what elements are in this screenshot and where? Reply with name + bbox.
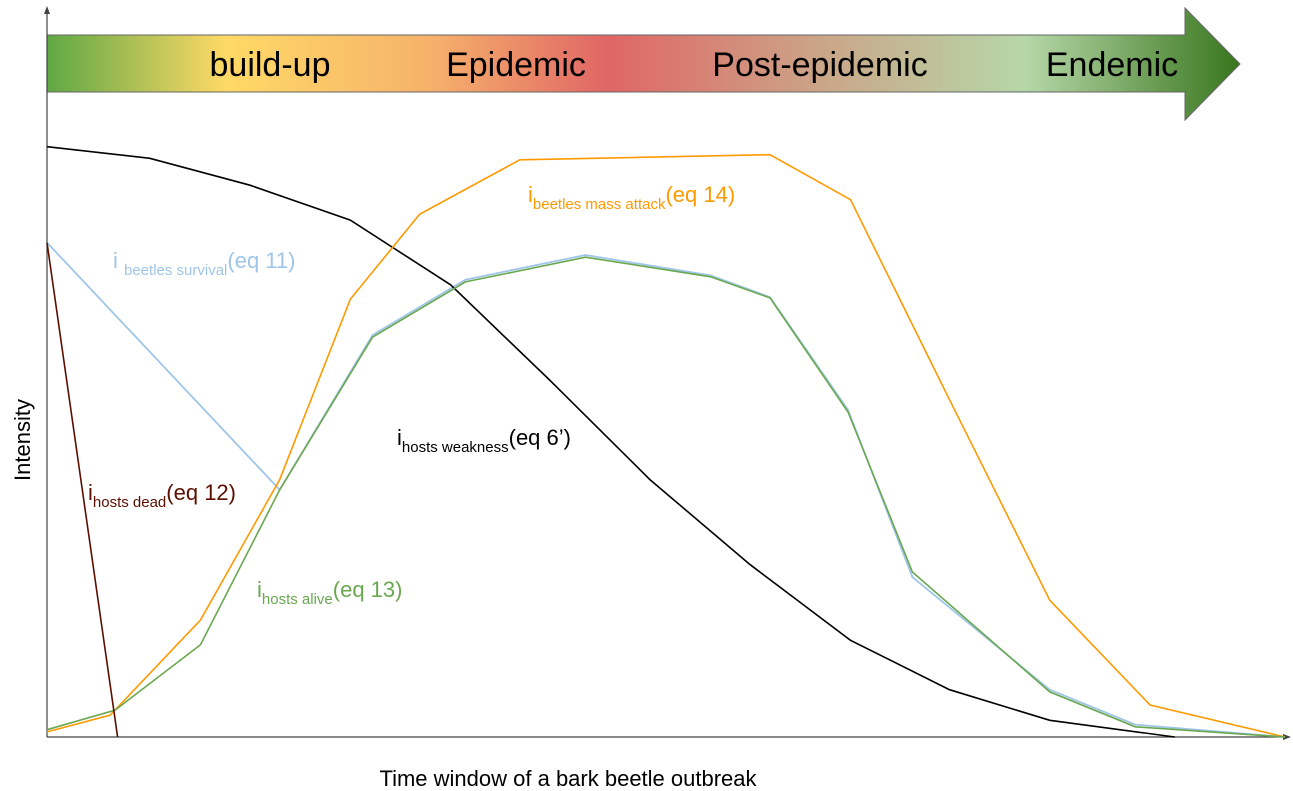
series-label-eq: (eq 12): [166, 480, 236, 505]
series-line: [46, 256, 1286, 738]
y-axis-arrow: [44, 6, 50, 14]
x-axis-label: Time window of a bark beetle outbreak: [379, 766, 757, 791]
phase-label: Post-epidemic: [712, 46, 927, 84]
series-label: ihosts weakness(eq 6’): [397, 425, 571, 456]
series-line: [46, 242, 119, 738]
series-label-sub: beetles mass attack: [533, 196, 666, 213]
y-axis-label: Intensity: [10, 399, 35, 481]
series-line: [46, 241, 1286, 738]
series-label: ihosts dead(eq 12): [88, 480, 236, 511]
series-label: ibeetles mass attack(eq 14): [528, 182, 735, 213]
series-label-main: i: [88, 480, 93, 505]
series-label-main: i: [113, 248, 124, 273]
phase-arrow: [46, 6, 1241, 122]
plot-area: i beetles survival(eq 11)ihosts weakness…: [46, 145, 1286, 738]
series-label-eq: (eq 14): [665, 182, 735, 207]
series-label-sub: hosts weakness: [402, 439, 509, 456]
x-axis-arrow: [1283, 734, 1291, 740]
series-line: [46, 145, 1175, 738]
series-label-sub: hosts dead: [93, 494, 166, 511]
series-label-eq: (eq 11): [227, 248, 295, 273]
series-label-main: i: [397, 425, 402, 450]
series-label: ihosts alive(eq 13): [257, 577, 402, 608]
series-label-main: i: [257, 577, 262, 602]
series-label: i beetles survival(eq 11): [113, 248, 295, 279]
series-label-main: i: [528, 182, 533, 207]
series-label-eq: (eq 13): [333, 577, 403, 602]
series-line: [46, 153, 1286, 738]
phase-label: build-up: [210, 46, 331, 84]
phase-label: Epidemic: [446, 46, 586, 84]
phase-label: Endemic: [1046, 46, 1178, 84]
series-label-sub: beetles survival: [124, 262, 227, 279]
series-label-sub: hosts alive: [262, 591, 333, 608]
series-label-eq: (eq 6’): [509, 425, 571, 450]
